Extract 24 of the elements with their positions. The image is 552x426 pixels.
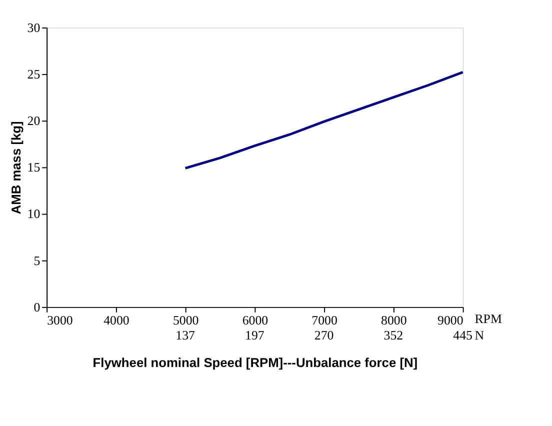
text: 137 [176, 328, 196, 343]
y-tick-label: 30 [27, 20, 40, 35]
y-tick-label: 15 [27, 160, 40, 175]
y-tick-label: 20 [27, 114, 40, 128]
text: 197 [245, 328, 265, 343]
y-tick-label: 0 [34, 300, 40, 314]
x-tick-label: 3000 [47, 313, 73, 328]
text: 445 [453, 328, 472, 343]
y-tick-label: 5 [34, 254, 40, 268]
x-tick-label: 9000 [438, 313, 464, 328]
text: 352 [384, 328, 404, 343]
x-tick-label: 7000 [312, 313, 338, 328]
y-axis-title: AMB mass [kg] [8, 121, 24, 214]
y-tick-label: 25 [27, 68, 40, 82]
line-series [184, 70, 464, 170]
text: 270 [314, 328, 334, 343]
x-axis-title: Flywheel nominal Speed [RPM]---Unbalance force [N] [92, 354, 418, 370]
x-tick-label: 6000 [242, 313, 268, 328]
text: RPM [474, 312, 502, 326]
x-tick-label: 5000 [172, 313, 199, 328]
text: N [474, 328, 484, 343]
x-tick-label: 4000 [104, 313, 130, 328]
x-tick-label: 8000 [381, 313, 407, 328]
y-tick-label: 10 [27, 207, 40, 222]
